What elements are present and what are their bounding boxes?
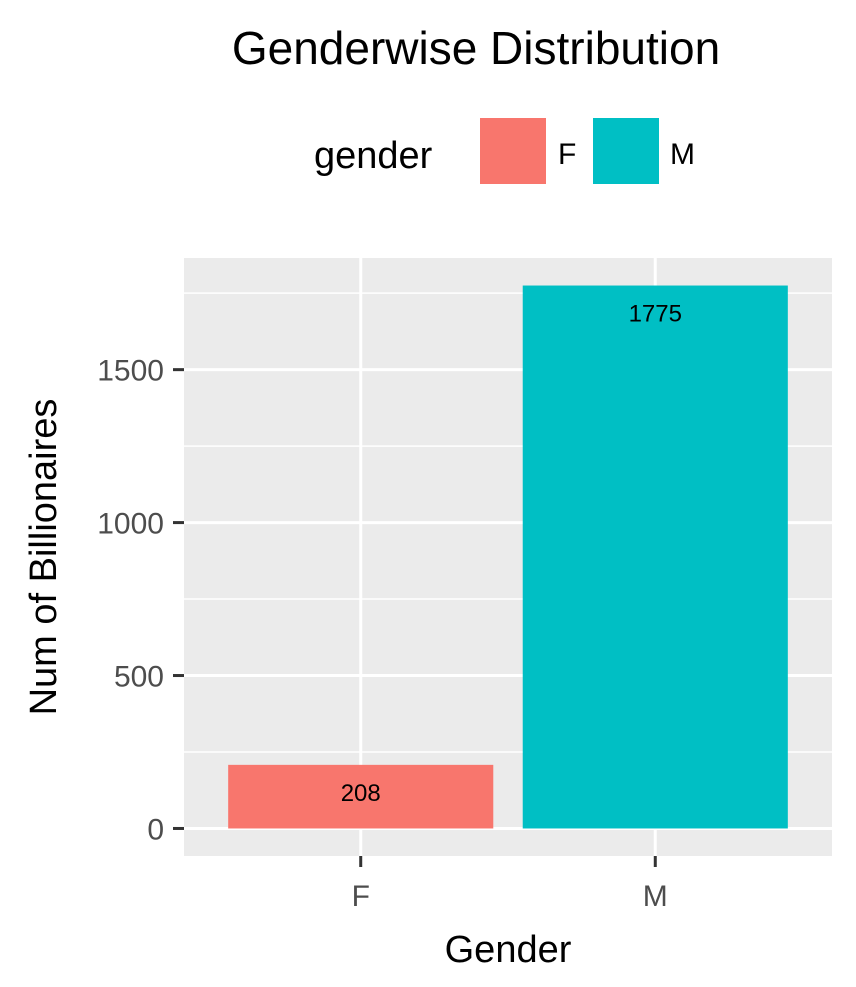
chart-title: Genderwise Distribution xyxy=(232,22,720,74)
legend-key-m xyxy=(593,118,659,184)
y-tick-label: 1000 xyxy=(97,508,164,541)
legend-label-m: M xyxy=(670,138,695,171)
bar-m xyxy=(522,285,788,829)
data-label: 1775 xyxy=(629,301,682,328)
x-tick-label: F xyxy=(352,880,370,913)
legend-key-f xyxy=(480,118,546,184)
y-axis-title: Num of Billionaires xyxy=(23,399,65,716)
legend-title: gender xyxy=(314,135,433,177)
y-axis: 0 500 1000 1500 xyxy=(97,355,184,846)
y-tick-label: 0 xyxy=(147,813,164,846)
bars xyxy=(228,285,788,829)
legend: gender F M xyxy=(314,118,695,184)
data-labels: 208 1775 xyxy=(341,301,682,807)
legend-label-f: F xyxy=(558,138,576,171)
x-axis-title: Gender xyxy=(445,929,572,971)
x-tick-label: M xyxy=(643,880,668,913)
y-tick-label: 1500 xyxy=(97,355,164,388)
y-tick-label: 500 xyxy=(114,661,164,694)
data-label: 208 xyxy=(341,780,381,807)
bar-f xyxy=(228,764,494,829)
